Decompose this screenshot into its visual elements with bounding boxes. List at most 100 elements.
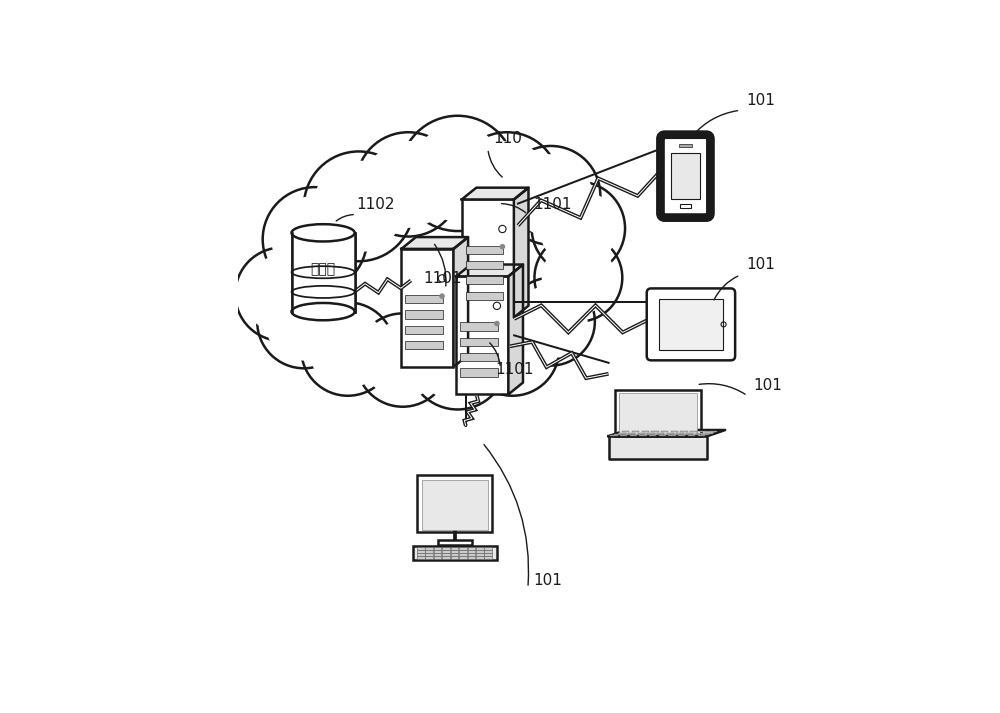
FancyBboxPatch shape xyxy=(647,289,735,360)
Bar xyxy=(686,433,693,434)
Circle shape xyxy=(301,302,394,396)
Bar xyxy=(692,434,699,435)
Text: 101: 101 xyxy=(746,257,775,272)
Bar xyxy=(442,556,450,559)
Bar xyxy=(476,550,484,553)
Text: 110: 110 xyxy=(493,131,522,146)
Bar xyxy=(484,553,492,555)
Bar xyxy=(459,556,467,559)
Circle shape xyxy=(440,294,444,298)
Bar xyxy=(672,434,680,435)
Circle shape xyxy=(515,286,587,358)
Bar xyxy=(476,547,484,550)
Bar xyxy=(466,261,503,269)
Circle shape xyxy=(410,126,505,220)
Circle shape xyxy=(534,234,622,322)
Circle shape xyxy=(365,142,451,227)
Bar xyxy=(671,153,700,199)
Bar xyxy=(484,556,492,559)
Bar xyxy=(425,547,433,550)
Bar xyxy=(459,547,467,550)
Bar xyxy=(705,433,713,434)
Polygon shape xyxy=(508,265,523,394)
Bar xyxy=(451,556,458,559)
Text: 101: 101 xyxy=(753,379,782,394)
Circle shape xyxy=(507,277,595,366)
Circle shape xyxy=(417,319,498,401)
Bar xyxy=(468,553,475,555)
Bar xyxy=(462,200,514,317)
Bar xyxy=(442,547,450,550)
Circle shape xyxy=(400,116,515,231)
Circle shape xyxy=(510,155,591,236)
Bar xyxy=(460,353,498,361)
Bar xyxy=(434,550,441,553)
Bar xyxy=(413,545,497,560)
Circle shape xyxy=(356,314,449,406)
Bar xyxy=(696,433,703,434)
Bar xyxy=(643,434,651,435)
Bar xyxy=(425,550,433,553)
Bar xyxy=(466,276,503,284)
Bar xyxy=(442,553,450,555)
Circle shape xyxy=(542,242,614,314)
Bar xyxy=(676,433,684,434)
Circle shape xyxy=(257,275,351,369)
Circle shape xyxy=(502,146,600,245)
Bar xyxy=(292,233,355,312)
Bar xyxy=(425,553,433,555)
Circle shape xyxy=(466,302,559,396)
Bar xyxy=(459,553,467,555)
Bar xyxy=(624,434,631,435)
Bar xyxy=(628,433,635,434)
Text: 1101: 1101 xyxy=(424,271,462,286)
Bar xyxy=(663,434,670,435)
Bar xyxy=(417,556,425,559)
Bar xyxy=(484,550,492,553)
Bar xyxy=(651,431,659,432)
Circle shape xyxy=(244,256,320,332)
Circle shape xyxy=(474,311,551,387)
Bar xyxy=(653,434,660,435)
Circle shape xyxy=(263,187,367,292)
Circle shape xyxy=(356,132,460,237)
Polygon shape xyxy=(456,265,523,277)
Bar xyxy=(661,431,668,432)
Circle shape xyxy=(500,245,504,249)
Circle shape xyxy=(364,322,441,399)
Bar xyxy=(466,245,503,254)
Bar xyxy=(434,553,441,555)
Bar xyxy=(451,550,458,553)
Polygon shape xyxy=(401,237,468,249)
Bar xyxy=(451,547,458,550)
Bar xyxy=(466,292,503,299)
Circle shape xyxy=(408,311,507,409)
Bar xyxy=(671,431,678,432)
Circle shape xyxy=(532,182,625,275)
Circle shape xyxy=(304,151,414,261)
Bar xyxy=(405,310,443,319)
Bar xyxy=(647,433,655,434)
Bar xyxy=(622,431,629,432)
Bar xyxy=(460,322,498,331)
Text: 1102: 1102 xyxy=(356,197,395,212)
Bar xyxy=(468,556,475,559)
Text: 101: 101 xyxy=(533,573,562,588)
Bar xyxy=(405,341,443,349)
Bar xyxy=(618,433,626,434)
Circle shape xyxy=(266,283,342,360)
Ellipse shape xyxy=(292,224,355,242)
Polygon shape xyxy=(462,188,528,200)
Circle shape xyxy=(272,197,358,282)
Bar xyxy=(425,556,433,559)
Bar xyxy=(476,556,484,559)
Bar xyxy=(401,249,453,367)
Bar xyxy=(456,277,508,394)
Polygon shape xyxy=(453,237,468,367)
Bar xyxy=(422,480,488,530)
Polygon shape xyxy=(514,188,528,317)
Bar xyxy=(451,553,458,555)
Bar xyxy=(642,431,649,432)
Bar xyxy=(709,431,717,432)
Bar xyxy=(459,550,467,553)
